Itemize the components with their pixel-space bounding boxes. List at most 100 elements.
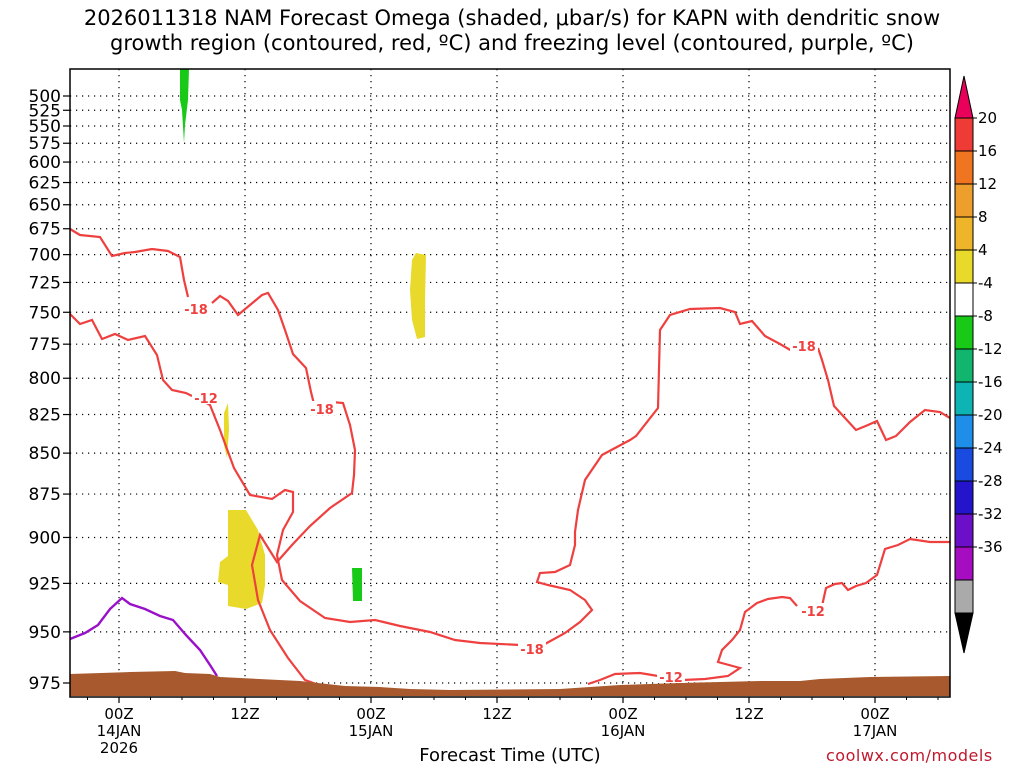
colorbar-label: 4 xyxy=(978,241,988,259)
colorbar-label: 8 xyxy=(978,208,988,226)
x-axis-title: Forecast Time (UTC) xyxy=(419,745,601,766)
y-tick-label: 925 xyxy=(29,574,61,594)
contour-label-bg xyxy=(799,603,827,617)
omega-shading xyxy=(180,69,426,609)
title-line-2: growth region (contoured, red, ºC) and f… xyxy=(110,31,914,55)
x-tick-label: 16JAN xyxy=(601,722,646,740)
contour-minus12-west xyxy=(69,313,193,397)
terrain-fill xyxy=(70,671,950,696)
contour-label: -12 xyxy=(659,671,683,686)
y-tick-label: 875 xyxy=(29,485,61,505)
colorbar-bottom-arrow xyxy=(954,612,974,654)
colorbar-swatch xyxy=(954,381,974,416)
y-tick-label: 575 xyxy=(29,134,61,154)
y-tick-label: 950 xyxy=(29,623,61,643)
contour-minus18-ne xyxy=(816,347,951,442)
colorbar-label: 12 xyxy=(978,175,997,193)
contour-label-bg xyxy=(657,669,685,683)
shaded-region xyxy=(352,568,362,601)
y-tick-label: 975 xyxy=(29,674,61,694)
contour-label-bg xyxy=(182,301,210,315)
contour-labels: -18 -12 -18 -18 -12 -18 -12 xyxy=(182,301,827,686)
colorbar-swatch xyxy=(954,513,974,548)
grid-lines xyxy=(70,69,950,697)
colorbar-label: -12 xyxy=(978,340,1003,358)
colorbar-label: -28 xyxy=(978,472,1003,490)
colorbar-swatch xyxy=(954,546,974,581)
colorbar-swatch xyxy=(954,216,974,251)
y-tick-label: 850 xyxy=(29,444,61,464)
x-tick-label: 2026 xyxy=(100,739,138,757)
contour-minus18-east xyxy=(535,306,793,645)
y-tick-label: 525 xyxy=(29,101,61,121)
colorbar-swatch xyxy=(954,150,974,185)
colorbar-label: -8 xyxy=(978,307,993,325)
colorbar-label: -20 xyxy=(978,406,1003,424)
colorbar-label: 20 xyxy=(978,109,997,127)
colorbar-swatch xyxy=(954,315,974,350)
x-tick-label: 17JAN xyxy=(853,722,898,740)
contour-label: -18 xyxy=(184,303,208,318)
terrain-ground xyxy=(70,671,950,696)
colorbar-swatch xyxy=(954,480,974,515)
contour-label: -12 xyxy=(194,392,218,407)
colorbar-label: 16 xyxy=(978,142,997,160)
shaded-region xyxy=(218,510,265,609)
colorbar-label: -32 xyxy=(978,505,1003,523)
y-tick-label: 650 xyxy=(29,196,61,216)
contour-upper-minus18 xyxy=(69,228,190,298)
colorbar-swatch xyxy=(954,249,974,284)
colorbar: 20 16 12 8 4 -4 -8 -12 -16 -20 -24 -28 -32 -36 xyxy=(954,75,1003,654)
contour-minus12-east-b xyxy=(682,595,798,682)
contour-minus12-east xyxy=(587,671,659,686)
y-tick-label: 750 xyxy=(29,303,61,323)
title-line-1: 2026011318 NAM Forecast Omega (shaded, μ… xyxy=(83,6,941,30)
contour-upper-minus18-b xyxy=(211,291,316,405)
contour-minus12-ne xyxy=(820,537,950,607)
contour-label: -18 xyxy=(792,340,816,355)
contour-label-bg xyxy=(308,401,336,415)
contour-label: -18 xyxy=(520,643,544,658)
contour-label-bg xyxy=(192,390,220,404)
shaded-region xyxy=(180,69,189,143)
colorbar-top-arrow xyxy=(954,75,974,119)
y-tick-label: 600 xyxy=(29,153,61,173)
shaded-region xyxy=(410,253,426,339)
y-tick-label: 675 xyxy=(29,220,61,240)
contour-label: -18 xyxy=(310,403,334,418)
contour-minus12-main xyxy=(200,399,521,647)
colorbar-swatch xyxy=(954,117,974,152)
x-tick-label: 12Z xyxy=(482,705,511,723)
y-tick-label: 800 xyxy=(29,369,61,389)
colorbar-swatch xyxy=(954,447,974,482)
contour-label-bg xyxy=(518,641,546,655)
colorbar-swatch xyxy=(954,282,974,317)
colorbar-swatch xyxy=(954,414,974,449)
credit-text: coolwx.com/models xyxy=(826,746,993,765)
contour-label-bg xyxy=(790,338,818,352)
x-tick-label: 00Z xyxy=(860,705,889,723)
temperature-contours xyxy=(69,228,951,692)
colorbar-swatch xyxy=(954,579,974,614)
chart-title: 2026011318 NAM Forecast Omega (shaded, μ… xyxy=(0,6,1024,56)
x-tick-label: 00Z xyxy=(356,705,385,723)
colorbar-label: -4 xyxy=(978,274,993,292)
y-tick-label: 900 xyxy=(29,528,61,548)
x-tick-label: 12Z xyxy=(230,705,259,723)
y-tick-label: 550 xyxy=(29,117,61,137)
y-tick-label: 625 xyxy=(29,174,61,194)
colorbar-label: -36 xyxy=(978,538,1003,556)
y-tick-label: 825 xyxy=(29,406,61,426)
freezing-level-contour xyxy=(69,596,219,677)
y-tick-label: 775 xyxy=(29,335,61,355)
x-tick-label: 12Z xyxy=(734,705,763,723)
contour-minus18-main xyxy=(250,400,405,692)
plot-frame xyxy=(69,68,951,698)
contour-label: -12 xyxy=(801,605,825,620)
x-tick-label: 15JAN xyxy=(349,722,394,740)
colorbar-label: -16 xyxy=(978,373,1003,391)
x-tick-label: 14JAN xyxy=(97,722,142,740)
colorbar-swatch xyxy=(954,183,974,218)
